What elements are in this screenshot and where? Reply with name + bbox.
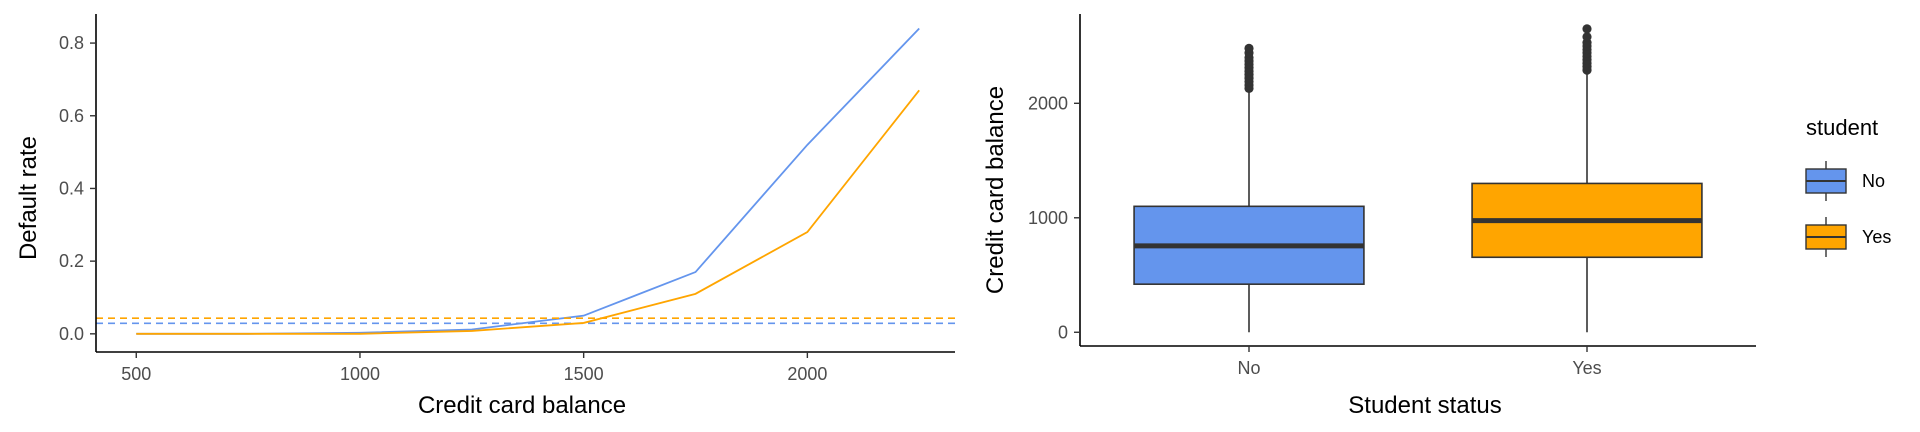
line-chart-x-tick-label: 2000 <box>787 364 827 384</box>
outlier-point-student-yes <box>1582 24 1592 34</box>
line-chart-x-axis-title: Credit card balance <box>418 392 626 419</box>
legend: student No Yes <box>1805 115 1891 257</box>
legend-keys: No Yes <box>1805 161 1891 257</box>
line-chart-y-tick-label: 0.8 <box>59 33 84 53</box>
box-plot-x-axis-title: Student status <box>1348 392 1501 419</box>
default-rate-line-student-yes <box>136 89 920 335</box>
line-chart-y-tick-label: 0.0 <box>59 324 84 344</box>
legend-key-no-label: No <box>1862 171 1885 191</box>
line-chart-y-tick-label: 0.4 <box>59 178 84 198</box>
box-plot-y-axis-title: Credit card balance <box>982 86 1009 294</box>
line-chart-x-tick-label: 500 <box>121 364 151 384</box>
box-plot-y-tick-label: 2000 <box>1028 93 1068 113</box>
line-chart-panel: 500 1000 1500 2000 0.0 0.2 0.4 0.6 0.8 Credit c… <box>15 14 955 419</box>
line-chart-y-ticks: 0.0 0.2 0.4 0.6 0.8 <box>59 33 96 344</box>
line-chart-marks <box>96 27 955 335</box>
box-plot-y-tick-label: 1000 <box>1028 208 1068 228</box>
line-chart-x-tick-label: 1000 <box>340 364 380 384</box>
line-chart-y-tick-label: 0.2 <box>59 251 84 271</box>
box-plot-x-tick-label: Yes <box>1572 358 1601 378</box>
box-plot-y-ticks: 0 1000 2000 <box>1028 93 1080 342</box>
line-chart-x-ticks: 500 1000 1500 2000 <box>121 352 827 384</box>
legend-key-yes-label: Yes <box>1862 227 1891 247</box>
box-plot-x-ticks: No Yes <box>1237 346 1602 378</box>
box-plot-panel: No Yes 0 1000 2000 Student status Credit ca… <box>982 14 1756 419</box>
box-plot-marks <box>1133 24 1703 333</box>
outlier-point-student-yes <box>1582 32 1592 42</box>
legend-title: student <box>1806 115 1878 140</box>
line-chart-y-tick-label: 0.6 <box>59 106 84 126</box>
box-plot-x-tick-label: No <box>1237 358 1260 378</box>
line-chart-y-axis-title: Default rate <box>15 136 42 260</box>
outlier-point-student-no <box>1244 43 1254 53</box>
line-chart-x-tick-label: 1500 <box>564 364 604 384</box>
box-plot-y-tick-label: 0 <box>1058 322 1068 342</box>
default-rate-line-student-no <box>136 27 920 335</box>
